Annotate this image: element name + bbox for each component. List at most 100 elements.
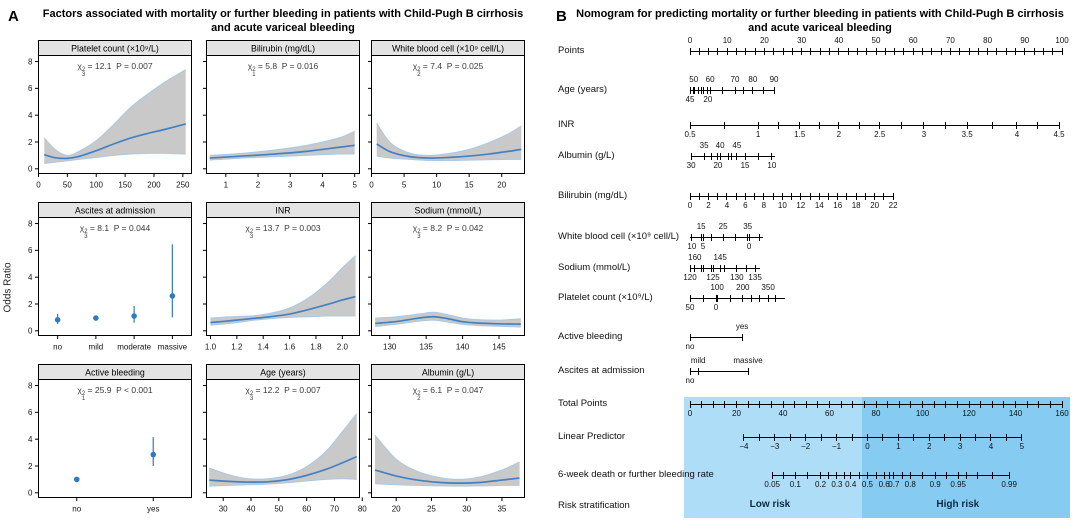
- tick-mark: [1015, 401, 1016, 408]
- y-tick-label: 0: [28, 489, 33, 498]
- tick-mark: [928, 434, 930, 441]
- tick-mark: [757, 153, 759, 160]
- tick-label: 60: [705, 75, 715, 84]
- nomogram-label-age-years: Age (years): [558, 84, 608, 95]
- tick-mark: [945, 401, 947, 408]
- tick-mark: [1024, 48, 1026, 55]
- tick-mark: [1061, 48, 1063, 55]
- x-tick-label: 20: [497, 181, 506, 190]
- tick-label: 4: [1014, 130, 1020, 139]
- tick-label: 25: [718, 222, 728, 231]
- tick-mark: [719, 265, 721, 272]
- svg-text:Active bleeding: Active bleeding: [85, 368, 145, 378]
- subplot-canvas: Bilirubin (mg/dL) 1 2 3 4 5: [203, 40, 360, 190]
- tick-mark: [717, 153, 719, 160]
- x-tick-label: 30: [462, 505, 471, 514]
- tick-label: 0.6: [878, 480, 890, 489]
- tick-label: 60: [908, 36, 918, 45]
- tick-mark: [782, 48, 784, 55]
- tick-mark: [747, 368, 749, 375]
- tick-label: 80: [983, 36, 993, 45]
- tick-label: 100: [710, 283, 724, 292]
- tick-label: 2: [926, 442, 932, 451]
- nomogram-label-bilirubin-mg-dl: Bilirubin (mg/dL): [558, 190, 628, 201]
- tick-mark: [846, 193, 848, 200]
- tick-label: 2: [836, 130, 842, 139]
- tick-mark: [763, 193, 765, 200]
- tick-mark: [791, 48, 793, 55]
- tick-mark: [744, 193, 746, 200]
- x-tick-label: 60: [302, 505, 311, 514]
- tick-mark: [879, 122, 881, 129]
- tick-label: 0.4: [845, 480, 857, 489]
- tick-mark: [852, 401, 854, 408]
- tick-mark: [763, 48, 765, 55]
- tick-label: 100: [915, 409, 930, 418]
- tick-label: 2.5: [874, 130, 886, 139]
- risk-text-high-risk: High risk: [936, 499, 980, 510]
- tick-mark: [1008, 472, 1010, 479]
- tick-mark: [968, 401, 970, 408]
- x-tick-label: 5: [402, 181, 407, 190]
- tick-mark: [735, 193, 737, 200]
- x-category-label: massive: [158, 343, 188, 352]
- tick-mark: [707, 193, 709, 200]
- panel-a-title: Factors associated with mortality or fur…: [28, 8, 538, 35]
- x-tick-label: 10: [432, 181, 441, 190]
- tick-mark: [730, 153, 732, 160]
- tick-label: 50: [689, 75, 699, 84]
- tick-label: 5: [700, 242, 706, 251]
- tick-mark: [689, 368, 691, 375]
- tick-mark: [991, 401, 993, 408]
- tick-mark: [757, 122, 759, 129]
- subplot-canvas: White blood cell (×10⁹ cell/L) 0 5 10 15 20: [368, 40, 525, 190]
- tick-mark: [980, 401, 982, 408]
- tick-mark: [689, 87, 691, 94]
- tick-mark: [697, 368, 699, 375]
- panel-a-title-line1: Factors associated with mortality or fur…: [42, 8, 524, 20]
- tick-mark: [745, 48, 747, 55]
- tick-label: 20: [759, 36, 769, 45]
- tick-mark: [851, 434, 853, 441]
- tick-label: 0.2: [815, 480, 827, 489]
- tick-mark: [977, 48, 979, 55]
- tick-label: 0.3: [831, 480, 843, 489]
- risk-region-low: [684, 397, 862, 518]
- x-tick-label: 1.2: [231, 343, 243, 352]
- tick-mark: [944, 434, 946, 441]
- tick-mark: [1016, 122, 1018, 129]
- nomogram-label-white-blood-cell-10-cell-l: White blood cell (×10⁹ cell/L): [558, 231, 680, 242]
- tick-label: 0: [687, 36, 693, 45]
- tick-label: 20: [870, 201, 880, 210]
- tick-mark: [836, 434, 838, 441]
- tick-label: no: [685, 376, 695, 385]
- tick-mark: [819, 48, 821, 55]
- tick-mark: [965, 472, 967, 479]
- tick-mark: [838, 122, 840, 129]
- tick-mark: [698, 87, 700, 94]
- tick-label: 6: [743, 201, 748, 210]
- tick-mark: [729, 295, 731, 302]
- tick-mark: [745, 265, 747, 272]
- x-category-label: no: [53, 343, 62, 352]
- tick-mark: [700, 234, 702, 241]
- tick-mark: [715, 295, 717, 302]
- x-tick-label: 150: [118, 181, 132, 190]
- x-tick-label: 50: [274, 505, 283, 514]
- tick-mark: [949, 48, 951, 55]
- tick-mark: [781, 193, 783, 200]
- tick-mark: [774, 295, 776, 302]
- tick-label: 3.5: [961, 130, 973, 139]
- tick-mark: [744, 153, 746, 160]
- subplot-canvas: Ascites at admission no mild moderate massiv…: [28, 202, 192, 352]
- tick-mark: [1061, 401, 1063, 408]
- tick-mark: [1037, 122, 1039, 129]
- svg-text:Bilirubin (mg/dL): Bilirubin (mg/dL): [251, 44, 315, 54]
- tick-mark: [847, 48, 849, 55]
- subplot-canvas: Albumin (g/L) 20 25 30 35: [368, 364, 525, 514]
- tick-mark: [689, 193, 691, 200]
- tick-mark: [858, 472, 860, 479]
- tick-label: 4.5: [1053, 130, 1065, 139]
- tick-mark: [693, 87, 695, 94]
- tick-mark: [922, 472, 924, 479]
